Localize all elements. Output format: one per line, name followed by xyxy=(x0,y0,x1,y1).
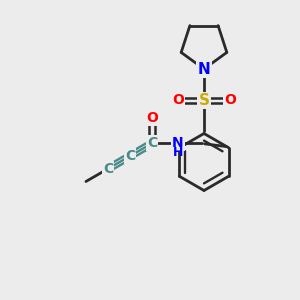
Text: N: N xyxy=(172,136,184,150)
Text: S: S xyxy=(199,93,209,108)
Text: H: H xyxy=(172,146,183,159)
Text: O: O xyxy=(172,94,184,107)
Text: C: C xyxy=(103,162,113,176)
Text: N: N xyxy=(198,61,210,76)
Text: C: C xyxy=(125,149,135,163)
Text: O: O xyxy=(224,94,236,107)
Text: C: C xyxy=(147,136,157,150)
Text: O: O xyxy=(146,111,158,125)
